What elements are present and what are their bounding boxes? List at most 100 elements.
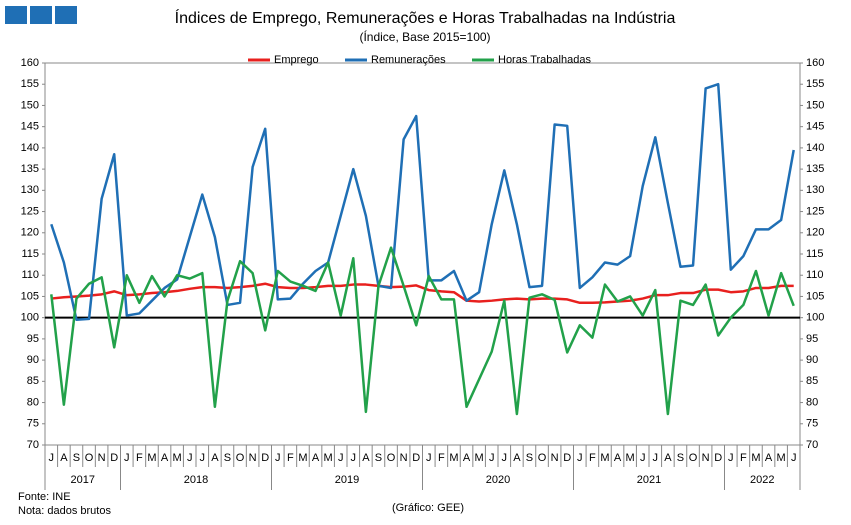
y2-tick-label: 80 bbox=[806, 396, 818, 408]
chart-subtitle: (Índice, Base 2015=100) bbox=[359, 29, 490, 44]
x-tick-label: J bbox=[275, 452, 281, 464]
y-tick-label: 150 bbox=[21, 99, 39, 111]
year-label: 2021 bbox=[637, 474, 661, 486]
y2-tick-label: 140 bbox=[806, 142, 824, 154]
y-tick-label: 100 bbox=[21, 312, 39, 324]
x-tick-label: J bbox=[426, 452, 432, 464]
x-tick-label: J bbox=[502, 452, 508, 464]
x-tick-label: S bbox=[73, 452, 80, 464]
source: Fonte: INE bbox=[18, 491, 71, 503]
y-tick-label: 105 bbox=[21, 290, 39, 302]
year-label: 2017 bbox=[71, 474, 95, 486]
y2-tick-label: 120 bbox=[806, 227, 824, 239]
y-tick-label: 115 bbox=[21, 248, 39, 260]
x-tick-label: D bbox=[261, 452, 269, 464]
x-tick-label: J bbox=[49, 452, 55, 464]
year-label: 2018 bbox=[184, 474, 208, 486]
chart-title: Índices de Emprego, Remunerações e Horas… bbox=[175, 8, 676, 27]
x-tick-label: J bbox=[791, 452, 797, 464]
x-tick-label: O bbox=[85, 452, 94, 464]
x-tick-label: M bbox=[324, 452, 333, 464]
x-tick-label: A bbox=[513, 452, 521, 464]
x-tick-label: N bbox=[551, 452, 559, 464]
x-tick-label: F bbox=[740, 452, 747, 464]
y2-tick-label: 155 bbox=[806, 78, 824, 90]
y2-tick-label: 110 bbox=[806, 269, 824, 281]
year-label: 2020 bbox=[486, 474, 510, 486]
legend-label: Emprego bbox=[274, 54, 319, 66]
logo-block bbox=[30, 6, 52, 24]
y2-tick-label: 100 bbox=[806, 312, 824, 324]
y-tick-label: 135 bbox=[21, 163, 39, 175]
year-label: 2022 bbox=[750, 474, 774, 486]
x-tick-label: O bbox=[538, 452, 547, 464]
x-tick-label: F bbox=[287, 452, 294, 464]
x-tick-label: J bbox=[577, 452, 583, 464]
y2-tick-label: 75 bbox=[806, 418, 818, 430]
x-tick-label: M bbox=[147, 452, 156, 464]
x-tick-label: A bbox=[312, 452, 320, 464]
y-tick-label: 85 bbox=[27, 375, 39, 387]
x-tick-label: J bbox=[489, 452, 495, 464]
x-tick-label: S bbox=[677, 452, 684, 464]
y-tick-label: 140 bbox=[21, 142, 39, 154]
x-tick-label: N bbox=[98, 452, 106, 464]
x-tick-label: J bbox=[351, 452, 357, 464]
y2-tick-label: 90 bbox=[806, 354, 818, 366]
x-tick-label: M bbox=[751, 452, 760, 464]
x-tick-label: S bbox=[224, 452, 231, 464]
x-tick-label: J bbox=[640, 452, 646, 464]
y-tick-label: 155 bbox=[21, 78, 39, 90]
x-tick-label: J bbox=[124, 452, 130, 464]
y2-tick-label: 95 bbox=[806, 333, 818, 345]
logo-block bbox=[55, 6, 77, 24]
x-tick-label: O bbox=[689, 452, 698, 464]
x-tick-label: S bbox=[375, 452, 382, 464]
x-tick-label: D bbox=[412, 452, 420, 464]
y-tick-label: 75 bbox=[27, 418, 39, 430]
year-label: 2019 bbox=[335, 474, 359, 486]
y-tick-label: 80 bbox=[27, 396, 39, 408]
x-tick-label: M bbox=[626, 452, 635, 464]
x-tick-label: N bbox=[702, 452, 710, 464]
x-tick-label: M bbox=[600, 452, 609, 464]
y2-tick-label: 70 bbox=[806, 439, 818, 451]
x-tick-label: A bbox=[161, 452, 169, 464]
x-tick-label: D bbox=[110, 452, 118, 464]
legend-label: Horas Trabalhadas bbox=[498, 54, 591, 66]
x-tick-label: A bbox=[614, 452, 622, 464]
x-tick-label: M bbox=[475, 452, 484, 464]
x-tick-label: A bbox=[362, 452, 370, 464]
x-tick-label: N bbox=[400, 452, 408, 464]
x-tick-label: F bbox=[589, 452, 596, 464]
x-tick-label: J bbox=[187, 452, 193, 464]
y-tick-label: 90 bbox=[27, 354, 39, 366]
x-tick-label: D bbox=[714, 452, 722, 464]
note: Nota: dados brutos bbox=[18, 505, 111, 517]
y2-tick-label: 105 bbox=[806, 290, 824, 302]
x-tick-label: O bbox=[387, 452, 396, 464]
y-tick-label: 160 bbox=[21, 57, 39, 69]
y-tick-label: 145 bbox=[21, 121, 39, 133]
y-tick-label: 125 bbox=[21, 205, 39, 217]
x-tick-label: S bbox=[526, 452, 533, 464]
y2-tick-label: 130 bbox=[806, 184, 824, 196]
y2-tick-label: 145 bbox=[806, 121, 824, 133]
x-tick-label: A bbox=[664, 452, 672, 464]
credit: (Gráfico: GEE) bbox=[392, 502, 464, 514]
series-line bbox=[50, 82, 795, 322]
x-tick-label: A bbox=[211, 452, 219, 464]
x-tick-label: A bbox=[60, 452, 68, 464]
y-tick-label: 95 bbox=[27, 333, 39, 345]
x-tick-label: N bbox=[249, 452, 257, 464]
y-tick-label: 110 bbox=[21, 269, 39, 281]
x-tick-label: F bbox=[136, 452, 143, 464]
y2-tick-label: 160 bbox=[806, 57, 824, 69]
y-tick-label: 120 bbox=[21, 227, 39, 239]
x-tick-label: D bbox=[563, 452, 571, 464]
series-line bbox=[50, 246, 795, 416]
x-tick-label: A bbox=[463, 452, 471, 464]
x-tick-label: F bbox=[438, 452, 445, 464]
plot-frame bbox=[44, 62, 801, 446]
